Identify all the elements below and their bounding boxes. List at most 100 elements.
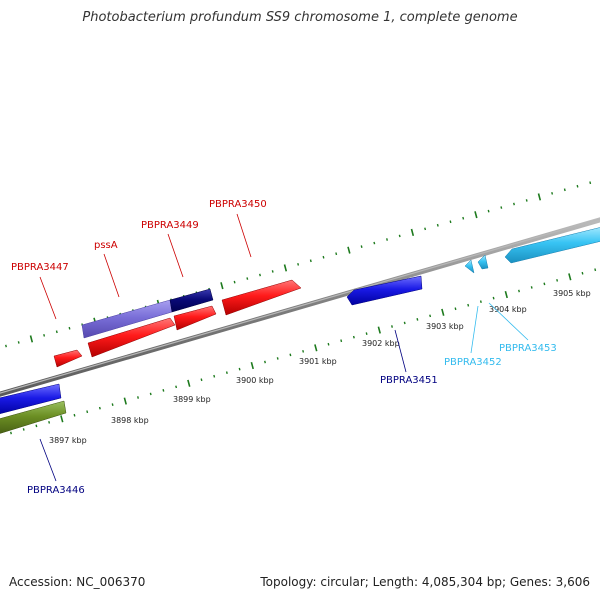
major-tick bbox=[250, 361, 254, 370]
major-tick bbox=[474, 211, 478, 219]
minor-tick bbox=[513, 202, 515, 206]
leader-PBPRA3447 bbox=[39, 276, 57, 320]
minor-tick bbox=[403, 321, 406, 325]
minor-tick bbox=[271, 270, 274, 273]
leader-PBPRA3450 bbox=[236, 213, 252, 258]
minor-tick bbox=[111, 403, 114, 406]
major-tick bbox=[410, 228, 415, 237]
major-tick bbox=[441, 308, 445, 316]
major-tick bbox=[123, 397, 127, 405]
kbp-label: 3901 kbp bbox=[299, 357, 337, 366]
gene-arrow-PBPRA3449-shadow bbox=[169, 288, 214, 313]
gene-arrow-PBPRA3452[interactable] bbox=[464, 259, 475, 274]
minor-tick bbox=[225, 371, 228, 374]
minor-tick bbox=[429, 314, 432, 318]
minor-tick bbox=[424, 227, 427, 231]
minor-tick bbox=[322, 255, 325, 259]
minor-tick bbox=[352, 335, 355, 339]
major-tick bbox=[29, 335, 34, 343]
minor-tick bbox=[200, 378, 203, 382]
minor-tick bbox=[302, 350, 305, 353]
minor-tick bbox=[213, 374, 216, 378]
gene-label-PBPRA3452[interactable]: PBPRA3452 bbox=[444, 357, 502, 368]
lower-tick-track bbox=[10, 268, 597, 435]
kbp-label: 3903 kbp bbox=[426, 322, 464, 331]
minor-tick bbox=[479, 300, 482, 303]
kbp-label: 3897 kbp bbox=[49, 436, 87, 445]
minor-tick bbox=[530, 286, 533, 289]
minor-tick bbox=[391, 325, 393, 328]
minor-tick bbox=[137, 396, 139, 399]
topology-text: Topology: circular; Length: 4,085,304 bp… bbox=[260, 575, 590, 589]
minor-tick bbox=[98, 406, 101, 410]
gene-arrow-pssA[interactable] bbox=[87, 317, 176, 358]
major-tick bbox=[537, 193, 542, 201]
accession-text: Accession: NC_006370 bbox=[9, 575, 146, 589]
minor-tick bbox=[73, 413, 76, 417]
major-tick bbox=[347, 246, 351, 254]
leader-pssA bbox=[103, 253, 120, 298]
minor-tick bbox=[233, 280, 236, 284]
minor-tick bbox=[436, 223, 439, 227]
gene-label-PBPRA3446[interactable]: PBPRA3446 bbox=[27, 485, 85, 496]
leader-PBPRA3449 bbox=[167, 233, 184, 278]
leader-PBPRA3453 bbox=[488, 302, 529, 341]
major-tick bbox=[60, 415, 64, 423]
minor-tick bbox=[518, 289, 520, 293]
major-tick bbox=[568, 273, 572, 281]
minor-tick bbox=[327, 342, 330, 346]
gene-arrow-PBPRA3452b[interactable] bbox=[477, 254, 489, 270]
gene-label-PBPRA3451[interactable]: PBPRA3451 bbox=[380, 375, 438, 386]
minor-tick bbox=[246, 277, 249, 280]
gene-arrow-PBPRA3446[interactable] bbox=[0, 400, 67, 435]
minor-tick bbox=[264, 360, 266, 364]
kbp-label: 3899 kbp bbox=[173, 395, 211, 404]
minor-tick bbox=[86, 410, 89, 414]
minor-tick bbox=[563, 188, 566, 192]
minor-tick bbox=[297, 263, 300, 266]
minor-tick bbox=[556, 279, 559, 282]
gene-arrow-PBPRA3451[interactable] bbox=[346, 275, 423, 306]
minor-tick bbox=[500, 206, 503, 209]
minor-tick bbox=[68, 326, 71, 330]
chromosome-backbone bbox=[0, 217, 600, 397]
minor-tick bbox=[340, 339, 343, 343]
minor-tick bbox=[22, 428, 25, 431]
gene-label-PBPRA3450[interactable]: PBPRA3450 bbox=[209, 199, 267, 210]
leader-PBPRA3446 bbox=[39, 438, 57, 482]
gene-label-PBPRA3453[interactable]: PBPRA3453 bbox=[499, 343, 557, 354]
minor-tick bbox=[492, 296, 495, 300]
minor-tick bbox=[360, 245, 363, 248]
minor-tick bbox=[149, 392, 152, 396]
minor-tick bbox=[462, 216, 465, 220]
minor-tick bbox=[162, 389, 165, 392]
gene-label-PBPRA3449[interactable]: PBPRA3449 bbox=[141, 220, 199, 231]
gene-arrow-PBPRA3449[interactable] bbox=[173, 305, 217, 331]
map-title: Photobacterium profundum SS9 chromosome … bbox=[82, 10, 518, 25]
minor-tick bbox=[416, 318, 419, 321]
leader-PBPRA3452 bbox=[470, 305, 479, 354]
leader-PBPRA3451 bbox=[394, 329, 407, 373]
minor-tick bbox=[259, 273, 261, 277]
minor-tick bbox=[5, 344, 7, 348]
gene-label-PBPRA3447[interactable]: PBPRA3447 bbox=[11, 262, 69, 273]
minor-tick bbox=[48, 421, 51, 424]
major-tick bbox=[283, 264, 288, 272]
minor-tick bbox=[10, 431, 12, 435]
major-tick bbox=[504, 290, 508, 299]
major-tick bbox=[187, 379, 191, 387]
gene-arrow-PBPRA3446-blue[interactable] bbox=[0, 383, 62, 415]
major-tick bbox=[220, 282, 224, 290]
gene-arrow-PBPRA3447[interactable] bbox=[53, 349, 83, 368]
minor-tick bbox=[551, 192, 554, 195]
minor-tick bbox=[43, 334, 46, 337]
gene-label-pssA[interactable]: pssA bbox=[94, 240, 118, 251]
gene-arrow-PBPRA3450[interactable] bbox=[221, 279, 302, 316]
major-tick bbox=[314, 344, 318, 352]
major-tick bbox=[377, 326, 381, 334]
minor-tick bbox=[373, 241, 376, 245]
gene-arrow-PBPRA3453[interactable] bbox=[504, 226, 600, 264]
minor-tick bbox=[35, 424, 38, 428]
kbp-label: 3898 kbp bbox=[111, 416, 149, 425]
